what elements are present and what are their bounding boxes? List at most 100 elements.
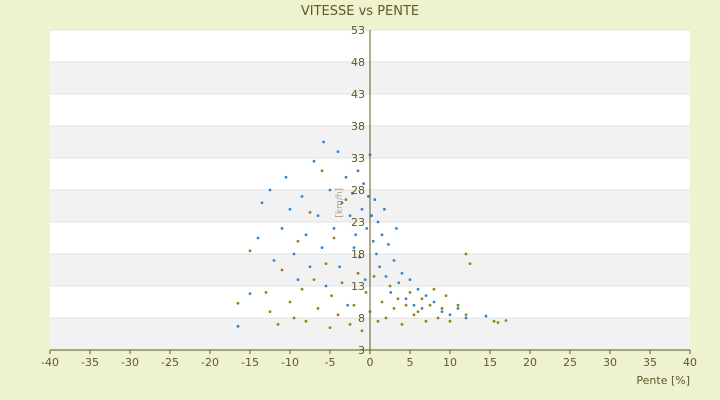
data-point-series-2 <box>412 313 416 317</box>
x-axis-label: Pente [%] <box>636 374 690 387</box>
data-point-series-1 <box>380 233 384 237</box>
data-point-series-2 <box>340 281 344 285</box>
data-point-series-2 <box>296 239 300 243</box>
data-point-series-2 <box>420 297 424 301</box>
data-point-series-2 <box>444 294 448 297</box>
data-point-series-2 <box>464 313 468 317</box>
x-tick-label: -35 <box>81 356 99 369</box>
data-point-series-2 <box>388 284 392 288</box>
data-point-series-2 <box>304 319 308 323</box>
data-point-series-2 <box>416 310 420 313</box>
data-point-series-2 <box>408 291 412 294</box>
x-tick-label: 20 <box>523 356 537 369</box>
y-tick-label: 3 <box>358 344 365 357</box>
data-point-series-2 <box>280 268 284 272</box>
data-point-series-1 <box>362 182 365 186</box>
data-point-series-2 <box>400 323 404 326</box>
data-point-series-2 <box>268 310 272 313</box>
data-point-series-2 <box>440 307 444 310</box>
data-point-series-1 <box>296 278 300 281</box>
data-point-series-1 <box>340 201 344 205</box>
data-point-series-2 <box>330 294 333 297</box>
data-point-series-1 <box>363 278 367 281</box>
data-point-series-1 <box>316 214 320 218</box>
x-tick-label: 5 <box>407 356 414 369</box>
data-point-series-1 <box>338 265 341 269</box>
data-point-series-2 <box>424 319 428 323</box>
data-point-series-2 <box>292 316 296 320</box>
data-point-series-1 <box>408 278 412 281</box>
data-point-series-2 <box>496 321 500 324</box>
y-tick-label: 28 <box>351 184 365 197</box>
data-point-series-1 <box>322 140 325 144</box>
data-point-series-1 <box>484 314 488 318</box>
data-point-series-1 <box>358 255 361 259</box>
data-point-series-1 <box>332 227 336 230</box>
data-point-series-1 <box>260 201 264 205</box>
data-point-series-1 <box>336 150 340 154</box>
data-point-series-2 <box>432 287 436 291</box>
y-tick-label: 38 <box>351 120 365 133</box>
x-tick-label: -40 <box>41 356 59 369</box>
y-tick-label: 33 <box>351 152 365 165</box>
data-point-series-2 <box>288 300 292 304</box>
x-tick-label: 10 <box>443 356 457 369</box>
data-point-series-2 <box>324 262 328 265</box>
data-point-series-1 <box>284 175 288 179</box>
data-point-series-1 <box>268 188 272 192</box>
data-point-series-2 <box>468 262 472 265</box>
data-point-series-1 <box>375 252 378 256</box>
data-point-series-1 <box>432 300 436 304</box>
data-point-series-1 <box>300 195 304 198</box>
data-point-series-1 <box>376 220 380 224</box>
y-tick-label: 13 <box>351 280 365 293</box>
data-point-series-1 <box>365 227 369 230</box>
data-point-series-1 <box>256 236 260 240</box>
data-point-series-1 <box>420 307 424 310</box>
data-point-series-1 <box>292 252 296 256</box>
x-tick-label: 0 <box>367 356 374 369</box>
data-point-series-1 <box>389 291 393 294</box>
x-tick-label: 30 <box>603 356 617 369</box>
data-point-series-2 <box>328 326 332 329</box>
y-tick-label: 48 <box>351 56 365 69</box>
data-point-series-1 <box>344 175 348 179</box>
data-point-series-2 <box>396 297 400 301</box>
data-point-series-1 <box>280 227 284 230</box>
data-point-series-1 <box>404 297 408 301</box>
data-point-series-2 <box>448 319 452 323</box>
data-point-series-1 <box>456 307 460 310</box>
data-point-series-1 <box>416 287 420 291</box>
data-point-series-1 <box>383 207 386 211</box>
data-point-series-2 <box>428 303 432 307</box>
data-point-series-1 <box>352 246 356 250</box>
data-point-series-2 <box>300 287 304 291</box>
y-tick-label: 18 <box>351 248 365 261</box>
x-tick-label: 15 <box>483 356 497 369</box>
data-point-series-2 <box>320 169 324 173</box>
data-point-series-1 <box>320 246 324 250</box>
y-axis-label: [km/h] <box>335 188 345 218</box>
data-point-series-1 <box>371 239 375 243</box>
data-point-series-2 <box>380 300 384 304</box>
data-point-series-2 <box>372 275 376 278</box>
x-tick-label: -25 <box>161 356 179 369</box>
data-point-series-1 <box>392 259 396 262</box>
data-point-series-2 <box>308 211 312 214</box>
y-tick-label: 43 <box>351 88 365 101</box>
data-point-series-2 <box>336 313 340 317</box>
data-point-series-1 <box>360 207 364 211</box>
chart-title: VITESSE vs PENTE <box>301 4 419 19</box>
data-point-series-1 <box>384 275 388 278</box>
x-tick-labels: -40 -35 -30 -25 -20 -15 -10 -5 0 5 10 15 20 25 30 35 40 <box>41 350 697 369</box>
data-point-series-2 <box>436 316 440 320</box>
data-point-series-1 <box>304 233 308 237</box>
data-point-series-2 <box>376 319 380 323</box>
data-point-series-2 <box>352 303 356 307</box>
data-point-series-2 <box>492 319 496 323</box>
y-tick-label: 53 <box>351 24 365 37</box>
data-point-series-2 <box>360 329 364 333</box>
data-point-series-2 <box>392 307 396 310</box>
data-point-series-1 <box>397 281 401 285</box>
